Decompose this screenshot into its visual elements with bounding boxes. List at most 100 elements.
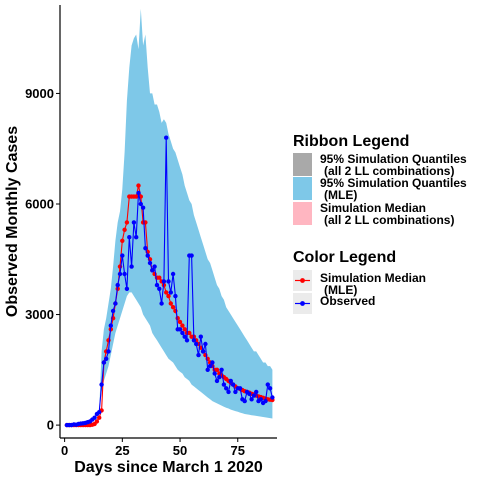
observed-point	[129, 264, 134, 269]
ribbon-legend-key	[293, 153, 312, 176]
simulation-median-point	[120, 238, 125, 243]
observed-point	[224, 386, 229, 391]
simulation-median-point	[124, 220, 130, 225]
observed-point	[101, 360, 107, 365]
x-tick-label: 75	[231, 443, 245, 458]
observed-point	[189, 253, 194, 258]
ribbon-legend-title: Ribbon Legend	[293, 133, 409, 150]
ribbon-legend-label: (all 2 LL combinations)	[324, 164, 454, 178]
observed-point	[267, 386, 273, 391]
observed-point	[219, 367, 224, 372]
observed-point	[161, 279, 167, 284]
simulation-median-point	[214, 367, 220, 372]
simulation-median-point	[157, 275, 162, 280]
observed-point	[212, 371, 217, 376]
color-legend-label: Simulation Median	[320, 271, 426, 285]
observed-point	[138, 201, 143, 207]
plot-area	[64, 8, 275, 428]
observed-point	[140, 205, 146, 210]
color-legend-key-point	[300, 278, 305, 283]
ribbon-legend-key	[293, 177, 312, 200]
y-tick-label: 9000	[25, 86, 54, 101]
x-tick-label: 25	[115, 443, 129, 458]
simulation-median-point	[177, 319, 183, 325]
simulation-median-point	[134, 194, 139, 199]
observed-point	[194, 341, 199, 347]
observed-point	[200, 349, 206, 354]
observed-point	[233, 389, 238, 395]
observed-point	[136, 190, 141, 196]
simulation-median-point	[180, 323, 185, 328]
observed-point	[124, 286, 130, 291]
observed-point	[143, 246, 148, 251]
observed-point	[154, 282, 160, 288]
observed-point	[263, 398, 268, 404]
ribbon-95-quantiles-mle	[96, 8, 273, 426]
y-tick-label: 0	[47, 418, 54, 433]
observed-point	[237, 386, 243, 391]
observed-point	[97, 410, 102, 415]
observed-point	[127, 235, 132, 240]
observed-point	[170, 271, 176, 277]
simulation-median-point	[164, 290, 169, 295]
color-legend-label: (MLE)	[324, 283, 357, 297]
observed-point	[157, 286, 162, 291]
observed-point	[122, 271, 127, 277]
observed-point	[214, 378, 220, 384]
simulation-median-point	[166, 293, 171, 299]
observed-point	[265, 382, 270, 387]
observed-point	[108, 323, 114, 328]
observed-point	[106, 349, 111, 354]
simulation-median-point	[187, 330, 192, 336]
observed-point	[254, 389, 259, 395]
color-legend-label: Observed	[320, 294, 375, 308]
observed-point	[270, 395, 275, 400]
observed-point	[196, 352, 201, 358]
observed-point	[164, 135, 169, 140]
observed-point	[226, 389, 231, 395]
observed-point	[173, 293, 178, 299]
observed-point	[104, 356, 109, 361]
x-tick-label: 50	[173, 443, 187, 458]
ribbon-legend-label: Simulation Median	[320, 201, 426, 215]
observed-point	[150, 268, 155, 273]
observed-point	[203, 341, 208, 347]
ribbon-legend-label: 95% Simulation Quantiles	[320, 152, 467, 166]
observed-point	[134, 235, 139, 240]
simulation-median-point	[170, 305, 176, 310]
simulation-median-point	[97, 415, 102, 420]
observed-point	[258, 397, 263, 402]
observed-point	[159, 301, 164, 306]
observed-point	[198, 334, 203, 339]
x-tick-label: 0	[61, 443, 68, 458]
observed-point	[184, 338, 190, 343]
observed-point	[152, 264, 157, 269]
ribbon-legend-key	[293, 202, 312, 225]
simulation-median-point	[168, 301, 173, 306]
observed-point	[177, 327, 183, 332]
ribbon-legend-label: (all 2 LL combinations)	[324, 213, 454, 227]
observed-point	[168, 290, 173, 295]
ribbon-legend-label: (MLE)	[324, 188, 357, 202]
observed-point	[147, 260, 153, 266]
simulation-median-point	[122, 227, 127, 232]
observed-point	[191, 338, 197, 343]
observed-point	[182, 334, 187, 339]
y-tick-label: 6000	[25, 196, 54, 211]
observed-point	[205, 367, 210, 372]
observed-point	[131, 220, 137, 225]
color-legend-key-point	[300, 301, 305, 306]
x-axis-title: Days since March 1 2020	[74, 459, 263, 476]
observed-point	[166, 279, 171, 284]
observed-point	[120, 253, 125, 258]
observed-point	[117, 271, 123, 277]
observed-point	[113, 301, 118, 306]
observed-point	[180, 330, 185, 336]
simulation-median-point	[175, 316, 180, 321]
simulation-median-point	[182, 327, 187, 332]
observed-point	[228, 378, 233, 384]
observed-point	[115, 282, 120, 288]
y-axis-title: Observed Monthly Cases	[4, 126, 21, 317]
